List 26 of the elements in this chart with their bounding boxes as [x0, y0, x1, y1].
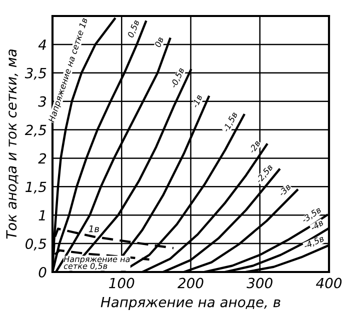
text: -2в: [248, 140, 260, 154]
y-tick-label: 0,5: [26, 238, 46, 250]
text: -3в: [278, 183, 292, 197]
y-tick-label: 0: [38, 266, 46, 278]
text: -4,5в: [303, 235, 325, 250]
text: -0,5в: [170, 67, 186, 89]
x-tick-label: 100: [109, 278, 134, 288]
y-axis-title: Ток анода и ток сетки, ма: [6, 50, 18, 239]
series-label: 1в: [88, 225, 100, 232]
x-axis-title: Напряжение на аноде, в: [100, 296, 280, 310]
y-tick-label: 2,5: [24, 124, 46, 137]
x-tick-label: 400: [316, 278, 342, 288]
text: -1,5в: [222, 112, 238, 133]
x-tick-label: 200: [178, 278, 204, 288]
text: -4в: [310, 219, 324, 231]
y-tick-label: 3,5: [24, 68, 46, 80]
text: -1в: [192, 94, 202, 108]
y-tick-label: 1,5: [26, 182, 46, 194]
series-label: Напряжение на сетке 0,5в: [64, 256, 130, 270]
x-tick-label: 300: [246, 278, 272, 288]
y-tick-label: 2: [38, 153, 46, 164]
y-tick-label: 1: [38, 210, 45, 220]
text: 0в: [154, 36, 164, 48]
text: 0,5в: [127, 20, 140, 38]
y-tick-label: 4: [38, 40, 46, 50]
y-tick-label: 3: [38, 96, 46, 107]
